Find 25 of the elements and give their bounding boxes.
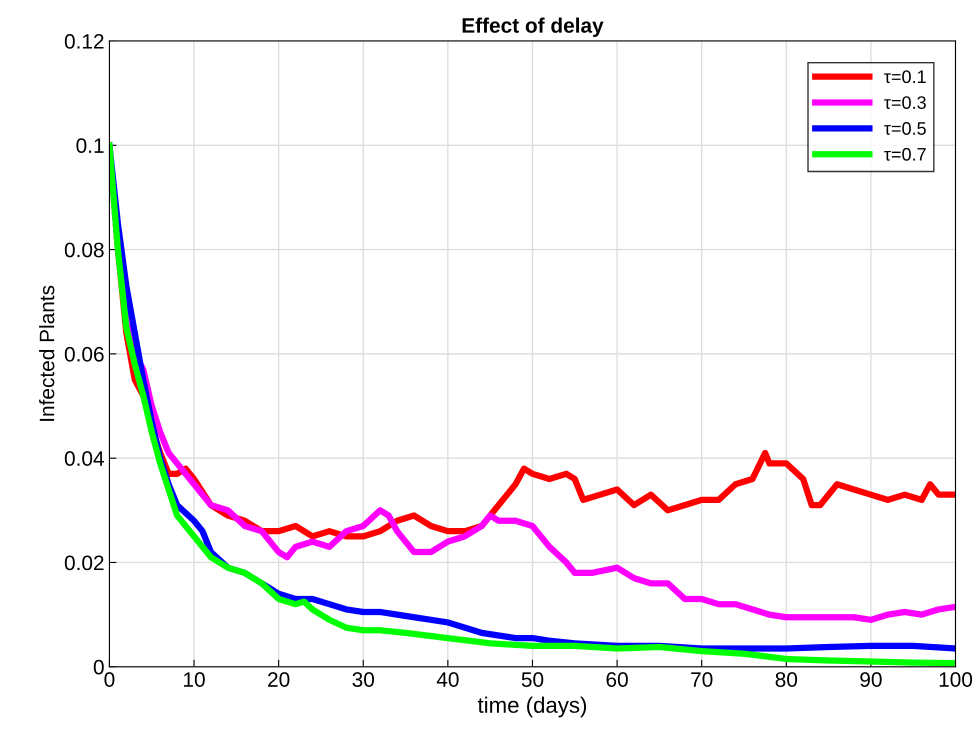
x-axis-title: time (days) — [478, 696, 586, 718]
x-tick-label: 90 — [860, 672, 882, 687]
legend-label: τ=0.3 — [884, 96, 926, 109]
y-tick-label: 0 — [94, 660, 104, 675]
x-tick-label: 100 — [940, 672, 972, 687]
x-tick-label: 0 — [104, 672, 114, 687]
x-tick-label: 70 — [691, 672, 712, 687]
x-tick-label: 50 — [522, 672, 544, 687]
y-axis-title: Infected Plants — [39, 286, 54, 421]
x-tick-label: 60 — [606, 672, 628, 687]
x-tick-label: 40 — [436, 672, 459, 687]
y-tick-label: 0.06 — [64, 346, 104, 362]
x-tick-label: 10 — [184, 672, 205, 687]
legend-label: τ=0.5 — [884, 122, 926, 135]
y-tick-label: 0.1 — [76, 138, 104, 154]
y-tick-label: 0.08 — [64, 242, 104, 258]
y-tick-label: 0.02 — [64, 555, 104, 570]
x-tick-label: 20 — [268, 672, 290, 687]
legend-label: τ=0.1 — [884, 70, 926, 84]
y-tick-label: 0.04 — [64, 451, 104, 466]
chart-title: Effect of delay — [462, 18, 604, 37]
y-tick-label: 0.12 — [64, 34, 104, 49]
x-tick-label: 30 — [352, 672, 374, 687]
legend-label: τ=0.7 — [884, 148, 926, 161]
x-tick-label: 80 — [776, 672, 798, 687]
